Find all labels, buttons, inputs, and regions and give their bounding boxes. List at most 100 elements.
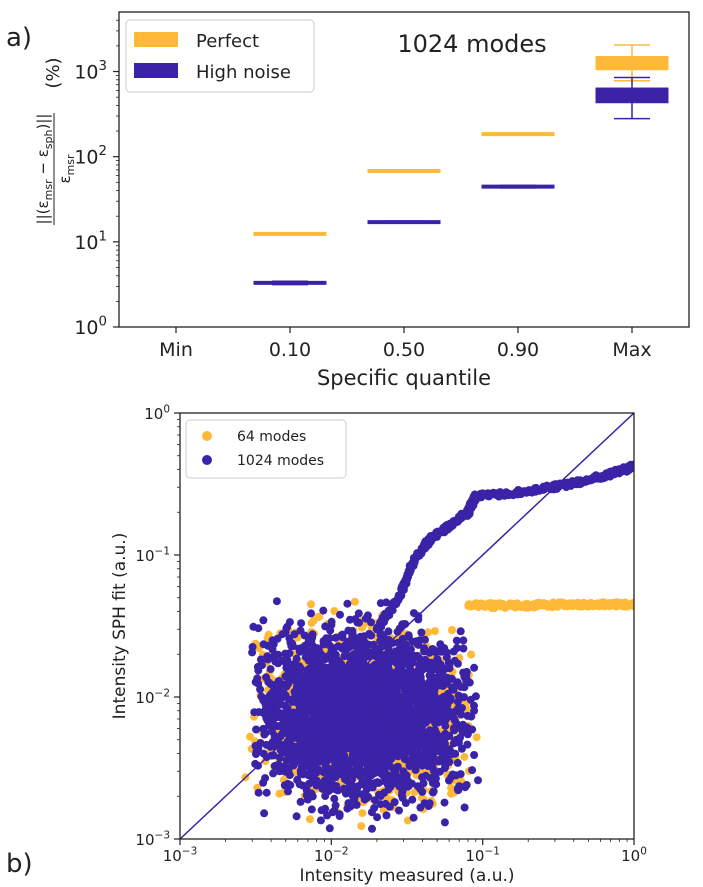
scatter-point <box>399 634 408 643</box>
scatter-point <box>270 762 279 770</box>
scatter-point <box>277 713 286 722</box>
scatter-point <box>333 655 341 664</box>
scatter-point <box>384 627 393 636</box>
scatter-point <box>416 803 425 812</box>
scatter-point <box>356 728 365 737</box>
scatter-x-tick-label: 10−1 <box>465 845 500 865</box>
scatter-point <box>338 725 347 734</box>
scatter-point <box>451 749 460 758</box>
box-y-label-numerator: ||(εmsr − εsph)|| <box>34 114 55 225</box>
scatter-point <box>410 788 419 797</box>
scatter-legend-frame <box>185 419 347 479</box>
scatter-point <box>440 798 449 807</box>
scatter-point <box>315 757 324 766</box>
scatter-point <box>266 665 275 674</box>
scatter-point <box>376 631 385 640</box>
box-y-tick-label: 103 <box>74 59 107 84</box>
legend-label-high-noise: High noise <box>196 62 291 83</box>
scatter-point <box>314 613 323 621</box>
scatter-points <box>241 460 634 833</box>
scatter-point <box>305 815 314 824</box>
legend-swatch-perfect <box>134 32 178 47</box>
scatter-point <box>326 626 335 635</box>
scatter-point <box>296 797 305 806</box>
scatter-point <box>420 647 429 656</box>
scatter-point <box>353 684 362 693</box>
scatter-point <box>381 728 390 737</box>
scatter-point <box>343 599 352 608</box>
scatter-point <box>375 655 384 664</box>
box-x-tick-label: Min <box>159 339 193 361</box>
scatter-point <box>261 729 270 738</box>
scatter-point <box>354 645 363 654</box>
scatter-point <box>292 688 301 697</box>
scatter-point <box>346 642 355 651</box>
scatter-point <box>409 689 418 697</box>
scatter-point <box>425 799 434 808</box>
scatter-x-tick-label: 10−2 <box>314 845 349 865</box>
scatter-point <box>470 751 479 759</box>
scatter-point <box>308 792 317 801</box>
box-high-noise <box>253 280 327 286</box>
scatter-point <box>355 618 363 627</box>
scatter-point <box>344 799 353 808</box>
scatter-point <box>296 626 305 635</box>
scatter-point <box>456 733 464 742</box>
scatter-point <box>370 765 379 774</box>
box-x-axis-label: Specific quantile <box>317 366 491 390</box>
scatter-y-tick-label: 100 <box>144 403 170 423</box>
scatter-point <box>249 622 258 631</box>
scatter-point <box>355 703 364 711</box>
scatter-point <box>364 678 373 687</box>
scatter-point <box>413 653 422 662</box>
scatter-point <box>440 644 449 653</box>
scatter-point <box>404 720 413 729</box>
scatter-point <box>437 676 446 685</box>
scatter-point <box>394 666 402 675</box>
scatter-point <box>321 704 330 713</box>
scatter-point <box>384 665 393 674</box>
scatter-point <box>322 670 331 679</box>
scatter-point <box>423 760 432 769</box>
scatter-point <box>276 753 284 762</box>
scatter-point <box>322 779 331 788</box>
scatter-point <box>474 776 482 785</box>
panel-label-b: b) <box>6 849 33 879</box>
scatter-point <box>276 732 285 741</box>
scatter-point <box>346 698 355 707</box>
scatter-point <box>316 816 325 825</box>
scatter-point <box>307 609 315 618</box>
scatter-point <box>430 725 439 734</box>
box-y-tick-label: 100 <box>74 314 107 339</box>
scatter-point <box>360 651 369 660</box>
scatter-point <box>432 780 441 789</box>
scatter-point <box>628 463 634 471</box>
scatter-point <box>415 722 424 731</box>
scatter-point <box>425 677 434 686</box>
scatter-point <box>330 757 339 766</box>
scatter-point <box>256 739 265 747</box>
scatter-point <box>362 692 371 701</box>
scatter-point <box>373 751 382 760</box>
box-chart: 100 101 102 103 Min 0.10 0.50 0.90 Max 1024 mod… <box>34 11 690 390</box>
scatter-point <box>263 655 272 664</box>
scatter-point <box>449 739 458 748</box>
scatter-point <box>407 667 415 675</box>
scatter-point <box>332 770 341 779</box>
scatter-point <box>256 685 265 694</box>
scatter-point <box>269 640 278 649</box>
box-y-label-denominator: εmsr <box>56 154 77 184</box>
scatter-point <box>373 813 382 822</box>
scatter-point <box>386 695 395 704</box>
scatter-point <box>289 760 298 769</box>
scatter-point <box>415 662 424 671</box>
scatter-point <box>457 710 466 719</box>
box-perfect <box>481 132 555 137</box>
scatter-point <box>434 647 442 656</box>
scatter-point <box>366 709 375 718</box>
scatter-point <box>316 677 325 686</box>
scatter-point <box>463 740 472 749</box>
scatter-point <box>286 781 295 790</box>
scatter-point <box>252 750 260 758</box>
scatter-point <box>262 740 271 749</box>
